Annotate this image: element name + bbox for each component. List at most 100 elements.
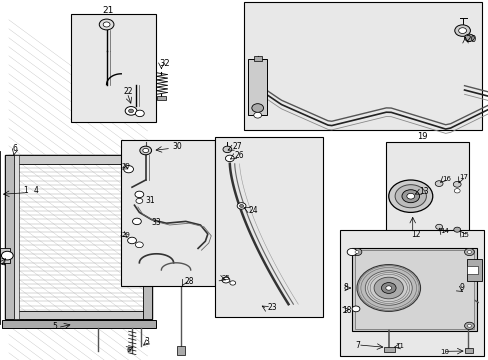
Circle shape <box>239 204 243 207</box>
Text: 20: 20 <box>465 35 476 44</box>
Circle shape <box>351 248 361 256</box>
Circle shape <box>388 180 432 212</box>
Circle shape <box>453 189 459 193</box>
Circle shape <box>1 251 13 260</box>
Circle shape <box>127 237 136 244</box>
Bar <box>177 346 184 355</box>
Text: 23: 23 <box>267 303 277 312</box>
Text: 30: 30 <box>172 143 182 152</box>
Circle shape <box>373 277 403 299</box>
Bar <box>5 155 14 319</box>
Bar <box>339 230 483 356</box>
Bar <box>5 155 151 164</box>
Text: 27: 27 <box>232 143 242 152</box>
Text: 29: 29 <box>121 232 130 238</box>
Circle shape <box>401 190 419 203</box>
Circle shape <box>222 277 229 283</box>
Circle shape <box>132 218 141 225</box>
Circle shape <box>356 265 420 311</box>
Circle shape <box>251 104 263 112</box>
Circle shape <box>351 306 359 312</box>
Circle shape <box>394 185 426 208</box>
Text: 18: 18 <box>342 306 351 315</box>
Circle shape <box>464 34 473 41</box>
Circle shape <box>135 191 143 198</box>
Text: 6: 6 <box>126 347 130 353</box>
Text: 8: 8 <box>343 284 347 292</box>
Text: 21: 21 <box>102 6 114 15</box>
Text: 17: 17 <box>459 174 468 180</box>
Circle shape <box>103 22 110 27</box>
Circle shape <box>385 286 391 290</box>
Text: 22: 22 <box>123 87 132 96</box>
Bar <box>254 56 261 61</box>
Text: 15: 15 <box>460 232 468 238</box>
Circle shape <box>142 148 148 153</box>
Circle shape <box>123 166 133 173</box>
Bar <box>351 248 476 331</box>
Text: 32: 32 <box>159 59 169 68</box>
Circle shape <box>125 107 137 115</box>
Circle shape <box>136 198 142 203</box>
Text: 10: 10 <box>439 349 448 355</box>
Circle shape <box>135 110 144 117</box>
Bar <box>142 155 151 319</box>
Circle shape <box>229 281 235 285</box>
Bar <box>466 259 481 281</box>
Circle shape <box>467 251 470 253</box>
Circle shape <box>223 146 231 153</box>
Circle shape <box>453 227 460 232</box>
Circle shape <box>99 19 114 30</box>
Circle shape <box>467 324 470 327</box>
Bar <box>386 142 468 238</box>
Bar <box>2 320 156 328</box>
Text: 9: 9 <box>459 284 464 292</box>
Text: 19: 19 <box>416 132 426 141</box>
Text: 12: 12 <box>410 230 419 239</box>
Circle shape <box>237 203 245 209</box>
Circle shape <box>454 25 469 36</box>
Circle shape <box>140 146 151 155</box>
Text: 26: 26 <box>234 151 244 160</box>
Bar <box>466 266 477 274</box>
Text: 3: 3 <box>144 338 149 346</box>
Text: 16: 16 <box>441 176 450 181</box>
Text: 25: 25 <box>221 275 229 281</box>
Bar <box>157 96 166 100</box>
Bar <box>215 137 322 317</box>
Text: 13: 13 <box>419 187 428 196</box>
Bar <box>121 140 215 286</box>
Bar <box>5 155 151 319</box>
Text: 5: 5 <box>53 323 58 331</box>
Circle shape <box>135 242 143 248</box>
Bar <box>71 14 156 122</box>
Circle shape <box>464 248 473 256</box>
Text: 33: 33 <box>151 218 161 227</box>
Circle shape <box>354 251 358 253</box>
Text: 14: 14 <box>439 228 448 234</box>
Circle shape <box>225 155 234 162</box>
Text: 2: 2 <box>1 258 6 267</box>
Circle shape <box>128 109 133 113</box>
Text: 4: 4 <box>33 186 38 195</box>
Bar <box>248 59 266 115</box>
Circle shape <box>434 181 442 186</box>
Circle shape <box>458 28 466 33</box>
Circle shape <box>253 112 261 118</box>
Circle shape <box>381 283 395 293</box>
Bar <box>0 248 10 263</box>
Bar <box>14 155 19 319</box>
Text: 28: 28 <box>184 277 194 286</box>
Bar <box>5 311 151 319</box>
Circle shape <box>406 193 414 199</box>
Bar <box>354 250 473 329</box>
Circle shape <box>346 248 356 256</box>
Text: 6: 6 <box>12 144 17 153</box>
Circle shape <box>452 181 460 187</box>
Text: 24: 24 <box>248 206 258 215</box>
Text: 11: 11 <box>394 343 403 348</box>
Text: 1: 1 <box>23 186 28 195</box>
Text: 29: 29 <box>121 163 130 169</box>
Bar <box>464 348 472 353</box>
Text: 31: 31 <box>145 197 155 206</box>
